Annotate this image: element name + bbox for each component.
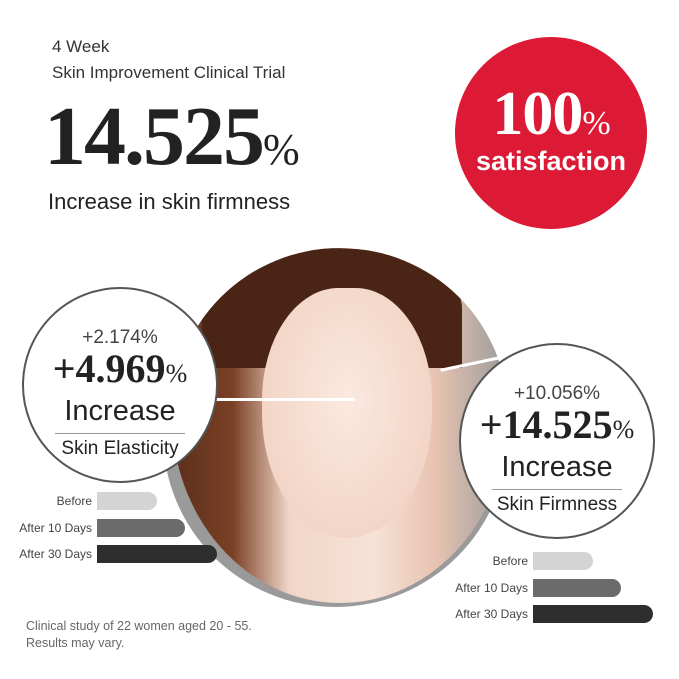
satisfaction-badge: 100% satisfaction — [455, 37, 647, 229]
elasticity-circle: +2.174% +4.969% Increase Skin Elasticity — [22, 287, 218, 483]
firmness-10day: +10.056% — [513, 383, 601, 404]
footnote-disclaimer: Results may vary. — [26, 636, 125, 650]
firmness-increase: Increase — [501, 451, 613, 483]
headline-value: 14.525% — [44, 88, 300, 185]
elasticity-unit: % — [165, 359, 188, 388]
headline-number: 14.525 — [44, 90, 265, 183]
face-shape — [262, 288, 432, 538]
trial-title: Skin Improvement Clinical Trial — [52, 63, 286, 82]
model-photo — [172, 248, 508, 603]
bar-label: After 30 Days — [455, 607, 528, 621]
bar-after-30-days — [97, 545, 217, 563]
bar-label: Before — [56, 494, 92, 508]
satisfaction-number: 100 — [492, 80, 583, 148]
elasticity-10day: +2.174% — [82, 327, 158, 348]
satisfaction-label: satisfaction — [475, 146, 627, 176]
bar-after-10-days — [533, 578, 621, 597]
headline-description: Increase in skin firmness — [48, 189, 291, 214]
firmness-number: +14.525 — [479, 402, 613, 447]
firmness-metric: Skin Firmness — [496, 494, 618, 515]
bar-label: Before — [492, 554, 528, 568]
bar-after-10-days — [97, 518, 185, 537]
bar-label: After 10 Days — [455, 580, 528, 595]
callout-line-left — [215, 398, 355, 401]
bar-label: After 10 Days — [19, 520, 92, 535]
divider — [492, 489, 622, 490]
elasticity-metric: Skin Elasticity — [61, 438, 179, 459]
elasticity-value: +4.969% — [24, 349, 216, 394]
trial-duration: 4 Week — [52, 37, 110, 56]
bar-label: After 30 Days — [19, 547, 92, 561]
elasticity-number: +4.969 — [52, 346, 166, 391]
footnote-study: Clinical study of 22 women aged 20 - 55. — [26, 619, 252, 633]
satisfaction-unit: % — [582, 105, 610, 142]
bar-after-30-days — [533, 605, 653, 623]
elasticity-increase: Increase — [64, 395, 176, 427]
firmness-value: +14.525% — [461, 405, 653, 450]
divider — [55, 433, 185, 434]
bar-before — [97, 492, 157, 510]
satisfaction-value: 100% — [455, 79, 647, 150]
bar-before — [533, 552, 593, 570]
firmness-unit: % — [612, 415, 635, 444]
firmness-circle: +10.056% +14.525% Increase Skin Firmness — [459, 343, 655, 539]
headline-unit: % — [263, 125, 300, 174]
